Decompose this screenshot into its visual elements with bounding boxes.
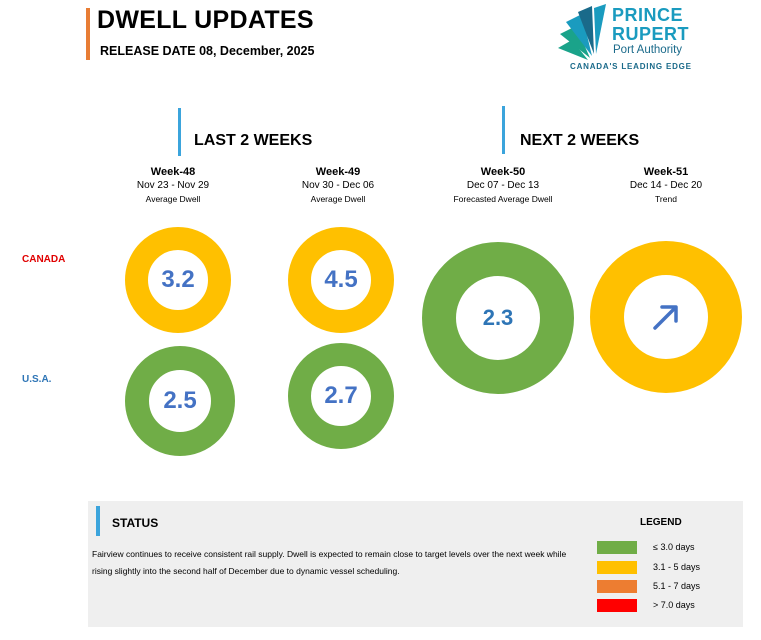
next-two-weeks-heading: NEXT 2 WEEKS	[520, 132, 640, 149]
canada-week48-dwell-ring: 3.2	[125, 227, 231, 333]
legend-heading: LEGEND	[640, 517, 682, 528]
week-sub: Trend	[655, 194, 677, 204]
week-sub: Forecasted Average Dwell	[453, 194, 553, 204]
arrow-up-right-icon	[653, 305, 678, 330]
next-weeks-accent-bar	[502, 106, 505, 154]
legend-label: > 7.0 days	[653, 600, 695, 610]
legend-swatch-red	[597, 599, 637, 612]
week-range: Dec 14 - Dec 20	[629, 180, 703, 191]
legend-label: ≤ 3.0 days	[653, 542, 695, 552]
last-two-weeks-heading: LAST 2 WEEKS	[194, 132, 313, 149]
country-label-usa: U.S.A.	[22, 374, 52, 385]
release-date: RELEASE DATE 08, December, 2025	[100, 44, 315, 58]
legend-label: 5.1 - 7 days	[653, 581, 701, 591]
logo-tagline: CANADA'S LEADING EDGE	[570, 62, 692, 71]
canada-week49-dwell-ring: 4.5	[288, 227, 394, 333]
logo-mark-icon	[558, 4, 606, 60]
status-text: Fairview continues to receive consistent…	[92, 549, 567, 576]
week-sub: Average Dwell	[310, 194, 366, 204]
page-title: DWELL UPDATES	[97, 6, 314, 34]
logo-line-prince: PRINCE	[612, 5, 684, 25]
week-49-header: Week-49 Nov 30 - Dec 06 Average Dwell	[268, 166, 408, 204]
trend-week51-ring	[590, 241, 742, 393]
week-label: Week-49	[315, 166, 361, 178]
week-51-header: Week-51 Dec 14 - Dec 20 Trend	[596, 166, 736, 204]
week-sub: Average Dwell	[145, 194, 201, 204]
legend-label: 3.1 - 5 days	[653, 562, 701, 572]
legend-swatch-yellow	[597, 561, 637, 574]
week-48-header: Week-48 Nov 23 - Nov 29 Average Dwell	[103, 166, 243, 204]
forecast-week50-dwell-ring: 2.3	[422, 242, 574, 394]
country-label-canada: CANADA	[22, 254, 66, 265]
usa-week49-dwell-ring: 2.7	[288, 343, 394, 449]
dwell-value: 2.5	[163, 387, 197, 414]
week-range: Nov 30 - Dec 06	[301, 180, 375, 191]
dwell-value: 3.2	[161, 266, 195, 293]
status-heading: STATUS	[112, 516, 159, 530]
week-label: Week-50	[480, 166, 526, 178]
legend-swatch-green	[597, 541, 637, 554]
legend-swatch-orange	[597, 580, 637, 593]
prince-rupert-logo: PRINCE RUPERT Port Authority CANADA'S LE…	[556, 2, 706, 72]
logo-line-rupert: RUPERT	[612, 24, 690, 44]
week-label: Week-51	[643, 166, 689, 178]
week-50-header: Week-50 Dec 07 - Dec 13 Forecasted Avera…	[433, 166, 573, 204]
dwell-value: 2.3	[482, 305, 514, 330]
week-range: Nov 23 - Nov 29	[136, 180, 210, 191]
dwell-value: 2.7	[324, 382, 358, 409]
logo-port-authority: Port Authority	[613, 44, 683, 56]
dwell-value: 4.5	[324, 266, 358, 293]
header-accent-bar	[86, 8, 90, 60]
status-accent-bar	[96, 506, 100, 536]
logo-wordmark: PRINCE RUPERT	[612, 6, 689, 44]
week-label: Week-48	[150, 166, 196, 178]
last-weeks-accent-bar	[178, 108, 181, 156]
usa-week48-dwell-ring: 2.5	[125, 346, 235, 456]
week-range: Dec 07 - Dec 13	[466, 180, 540, 191]
